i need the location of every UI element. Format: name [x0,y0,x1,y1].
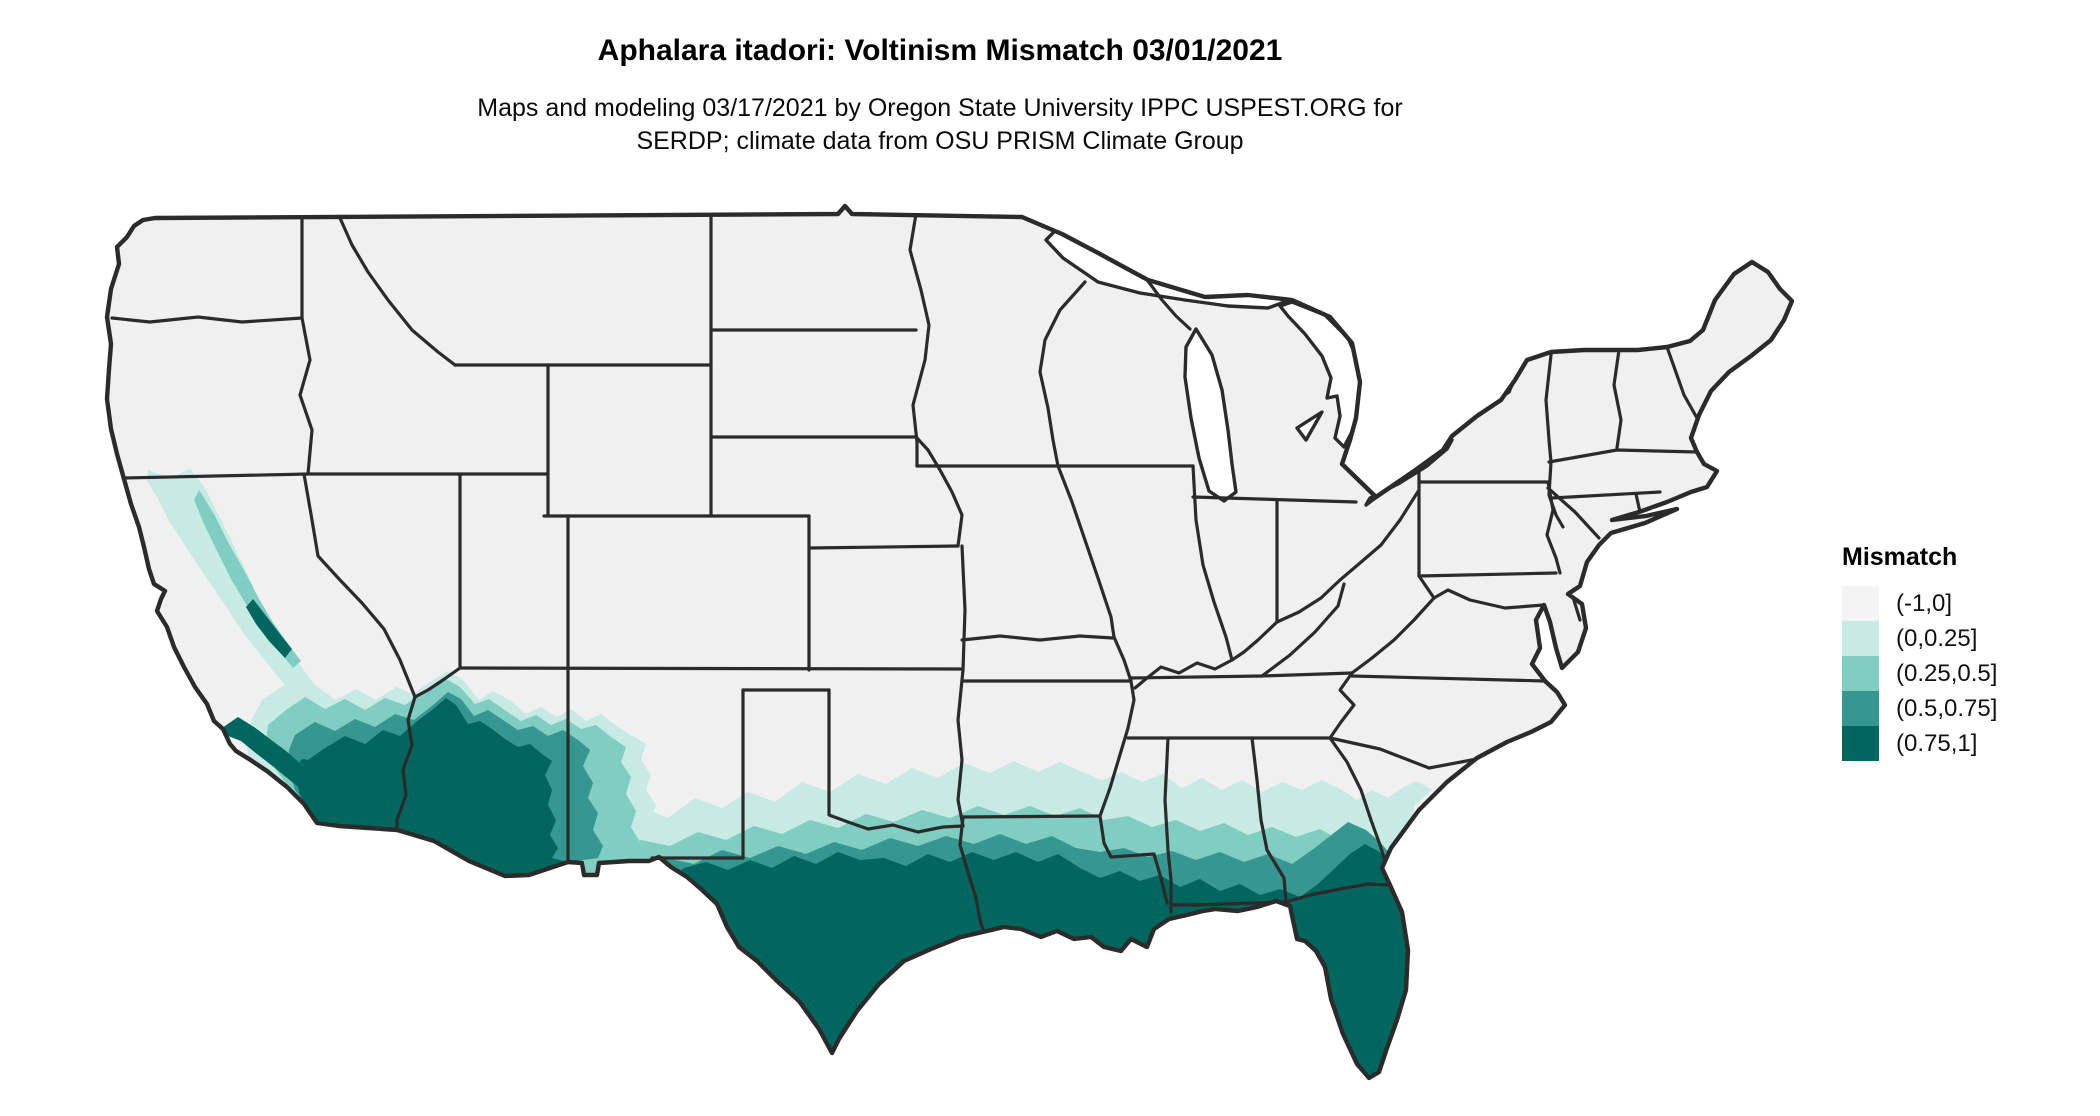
legend-item: (0,0.25] [1842,621,2092,656]
saginaw-bay-icon [1295,410,1324,442]
legend-swatch-icon [1842,691,1879,726]
page-subtitle: Maps and modeling 03/17/2021 by Oregon S… [0,92,1880,158]
subtitle-line-1: Maps and modeling 03/17/2021 by Oregon S… [477,94,1403,122]
legend-label: (0.5,0.75] [1896,694,1998,722]
legend-item: (-1,0] [1842,586,2092,621]
legend-swatch-icon [1842,621,1879,656]
legend-item: (0.25,0.5] [1842,656,2092,691]
mismatch-band-025-05-ca [194,490,301,668]
page-title: Aphalara itadori: Voltinism Mismatch 03/… [597,34,1283,67]
state-borders [110,212,1703,935]
legend-label: (-1,0] [1896,589,1953,617]
legend-item: (0.75,1] [1842,726,2092,761]
legend-label: (0,0.25] [1896,624,1978,652]
legend-swatch-icon [1842,656,1879,691]
legend-label: (0.25,0.5] [1896,659,1998,687]
subtitle-line-2: SERDP; climate data from OSU PRISM Clima… [636,127,1244,155]
legend-item: (0.5,0.75] [1842,691,2092,726]
mismatch-band-075-1-sw [296,698,568,876]
mismatch-band-075-1-socal [222,717,319,795]
legend-swatch-icon [1842,726,1879,761]
legend-label: (0.75,1] [1896,729,1978,757]
channel-islands [300,759,364,797]
lake-michigan-icon [1183,327,1238,503]
legend-title: Mismatch [1842,543,1958,571]
mismatch-band-075-1-valley [246,599,292,658]
legend-swatch-icon [1842,586,1879,621]
legend: Mismatch (-1,0] (0,0.25] (0.25,0.5] (0.5… [1842,543,2092,761]
